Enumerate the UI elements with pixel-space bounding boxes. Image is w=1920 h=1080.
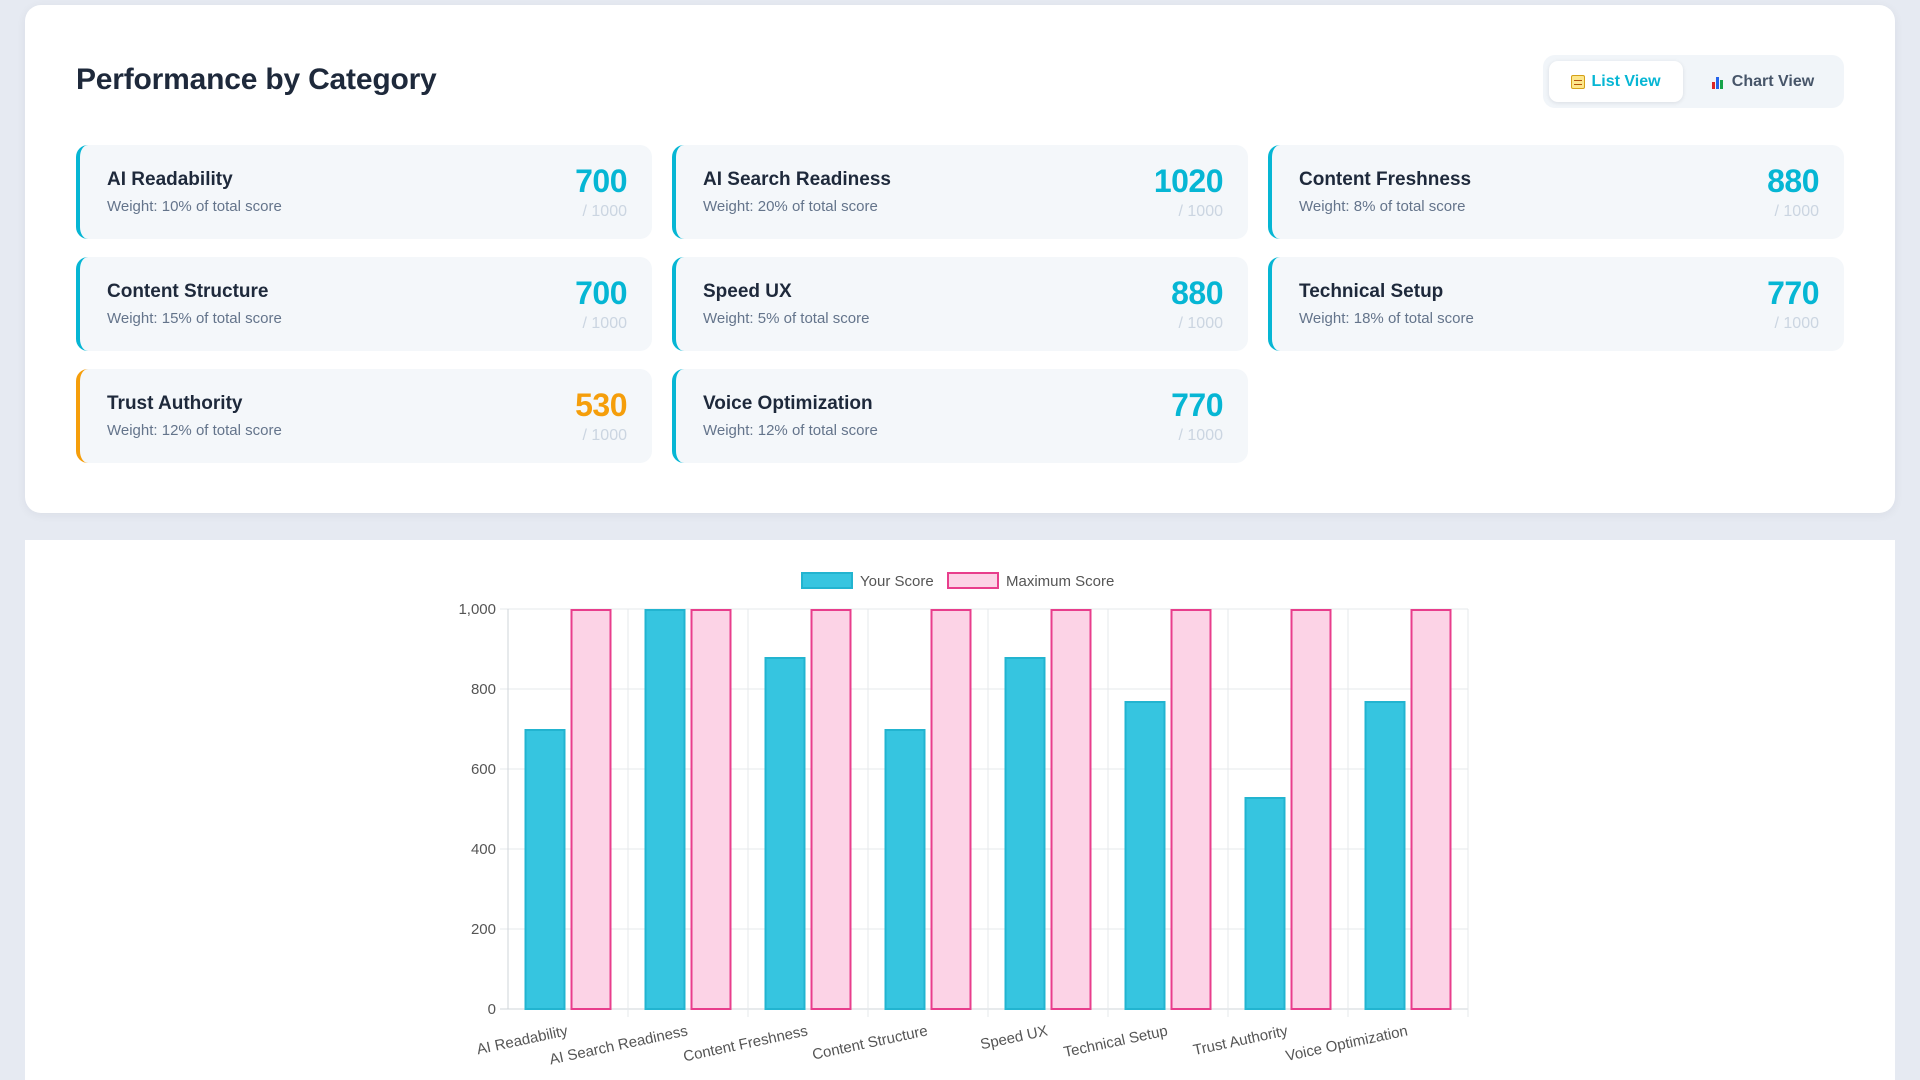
chart-view-label: Chart View — [1731, 72, 1815, 90]
category-name: Trust Authority — [107, 393, 243, 414]
category-name: Speed UX — [703, 281, 792, 302]
category-card: Speed UX Weight: 5% of total score 880 /… — [672, 257, 1248, 351]
category-score: 530 — [575, 387, 627, 423]
category-weight: Weight: 12% of total score — [107, 422, 282, 439]
max-score-bar — [1050, 609, 1092, 1010]
your-score-bar — [764, 657, 806, 1010]
category-score: 770 — [1171, 387, 1223, 423]
legend-swatch-max-score — [947, 572, 999, 589]
category-card: Voice Optimization Weight: 12% of total … — [672, 369, 1248, 463]
y-tick-label: 200 — [471, 921, 496, 938]
category-weight: Weight: 5% of total score — [703, 310, 870, 327]
x-tick-label: Content Structure — [811, 1022, 930, 1063]
chart-panel: 0 200 400 600 800 1,000 AI Readability AI Searc… — [25, 540, 1895, 1080]
max-score-bar — [690, 609, 732, 1010]
x-tick-label: AI Search Readiness — [548, 1022, 689, 1068]
category-max: / 1000 — [1178, 315, 1223, 332]
category-weight: Weight: 20% of total score — [703, 198, 878, 215]
list-view-label: List View — [1591, 72, 1661, 90]
category-score: 700 — [575, 275, 627, 311]
category-name: AI Search Readiness — [703, 169, 891, 190]
category-score: 700 — [575, 163, 627, 199]
x-tick-label: Technical Setup — [1062, 1022, 1169, 1061]
category-name: Technical Setup — [1299, 281, 1444, 302]
category-weight: Weight: 10% of total score — [107, 198, 282, 215]
your-score-bar — [1004, 657, 1046, 1010]
view-toggle: List View Chart View — [1543, 55, 1844, 108]
category-cards: AI Readability Weight: 10% of total scor… — [76, 145, 1844, 463]
your-score-bar — [1124, 701, 1166, 1010]
your-score-bar — [524, 729, 566, 1010]
max-score-bar — [810, 609, 852, 1010]
category-card: Content Freshness Weight: 8% of total sc… — [1268, 145, 1844, 239]
category-score: 770 — [1767, 275, 1819, 311]
max-score-bar — [1170, 609, 1212, 1010]
category-name: Voice Optimization — [703, 393, 873, 414]
category-max: / 1000 — [582, 427, 627, 444]
category-weight: Weight: 8% of total score — [1299, 198, 1466, 215]
category-max: / 1000 — [1774, 315, 1819, 332]
chart-view-button[interactable]: Chart View — [1687, 61, 1839, 102]
bar-chart-icon — [1711, 75, 1726, 89]
category-score: 880 — [1171, 275, 1223, 311]
category-card: AI Search Readiness Weight: 20% of total… — [672, 145, 1248, 239]
category-card: AI Readability Weight: 10% of total scor… — [76, 145, 652, 239]
category-max: / 1000 — [1774, 203, 1819, 220]
category-card: Content Structure Weight: 15% of total s… — [76, 257, 652, 351]
legend-label-max-score: Maximum Score — [1006, 573, 1114, 590]
y-tick-label: 0 — [488, 1001, 496, 1018]
list-view-button[interactable]: List View — [1549, 61, 1683, 102]
category-score: 1020 — [1153, 163, 1224, 199]
category-card: Technical Setup Weight: 18% of total sco… — [1268, 257, 1844, 351]
performance-panel: Performance by Category List View Chart … — [25, 5, 1895, 513]
your-score-bar — [884, 729, 926, 1010]
category-weight: Weight: 12% of total score — [703, 422, 878, 439]
category-max: / 1000 — [1178, 427, 1223, 444]
category-score: 880 — [1767, 163, 1819, 199]
legend-label-your-score: Your Score — [860, 573, 934, 590]
category-weight: Weight: 18% of total score — [1299, 310, 1474, 327]
category-name: AI Readability — [107, 169, 233, 190]
your-score-bar — [1244, 797, 1286, 1010]
max-score-bar — [1410, 609, 1452, 1010]
x-tick-label: Speed UX — [979, 1022, 1049, 1053]
category-card: Trust Authority Weight: 12% of total sco… — [76, 369, 652, 463]
category-max: / 1000 — [1178, 203, 1223, 220]
page-title: Performance by Category — [76, 63, 437, 96]
category-max: / 1000 — [582, 315, 627, 332]
category-max: / 1000 — [582, 203, 627, 220]
category-name: Content Freshness — [1299, 169, 1472, 190]
x-tick-label: Voice Optimization — [1284, 1022, 1409, 1064]
y-tick-label: 400 — [471, 841, 496, 858]
x-tick-label: Trust Authority — [1192, 1022, 1290, 1059]
max-score-bar — [570, 609, 612, 1010]
x-tick-label: Content Freshness — [682, 1022, 809, 1065]
max-score-bar — [930, 609, 972, 1010]
your-score-bar — [1364, 701, 1406, 1010]
category-name: Content Structure — [107, 281, 269, 302]
category-weight: Weight: 15% of total score — [107, 310, 282, 327]
list-icon — [1571, 74, 1586, 89]
y-tick-label: 800 — [471, 681, 496, 698]
max-score-bar — [1290, 609, 1332, 1010]
legend-swatch-your-score — [801, 572, 853, 589]
your-score-bar — [644, 609, 686, 1010]
y-tick-label: 600 — [471, 761, 496, 778]
y-tick-label: 1,000 — [458, 601, 496, 618]
